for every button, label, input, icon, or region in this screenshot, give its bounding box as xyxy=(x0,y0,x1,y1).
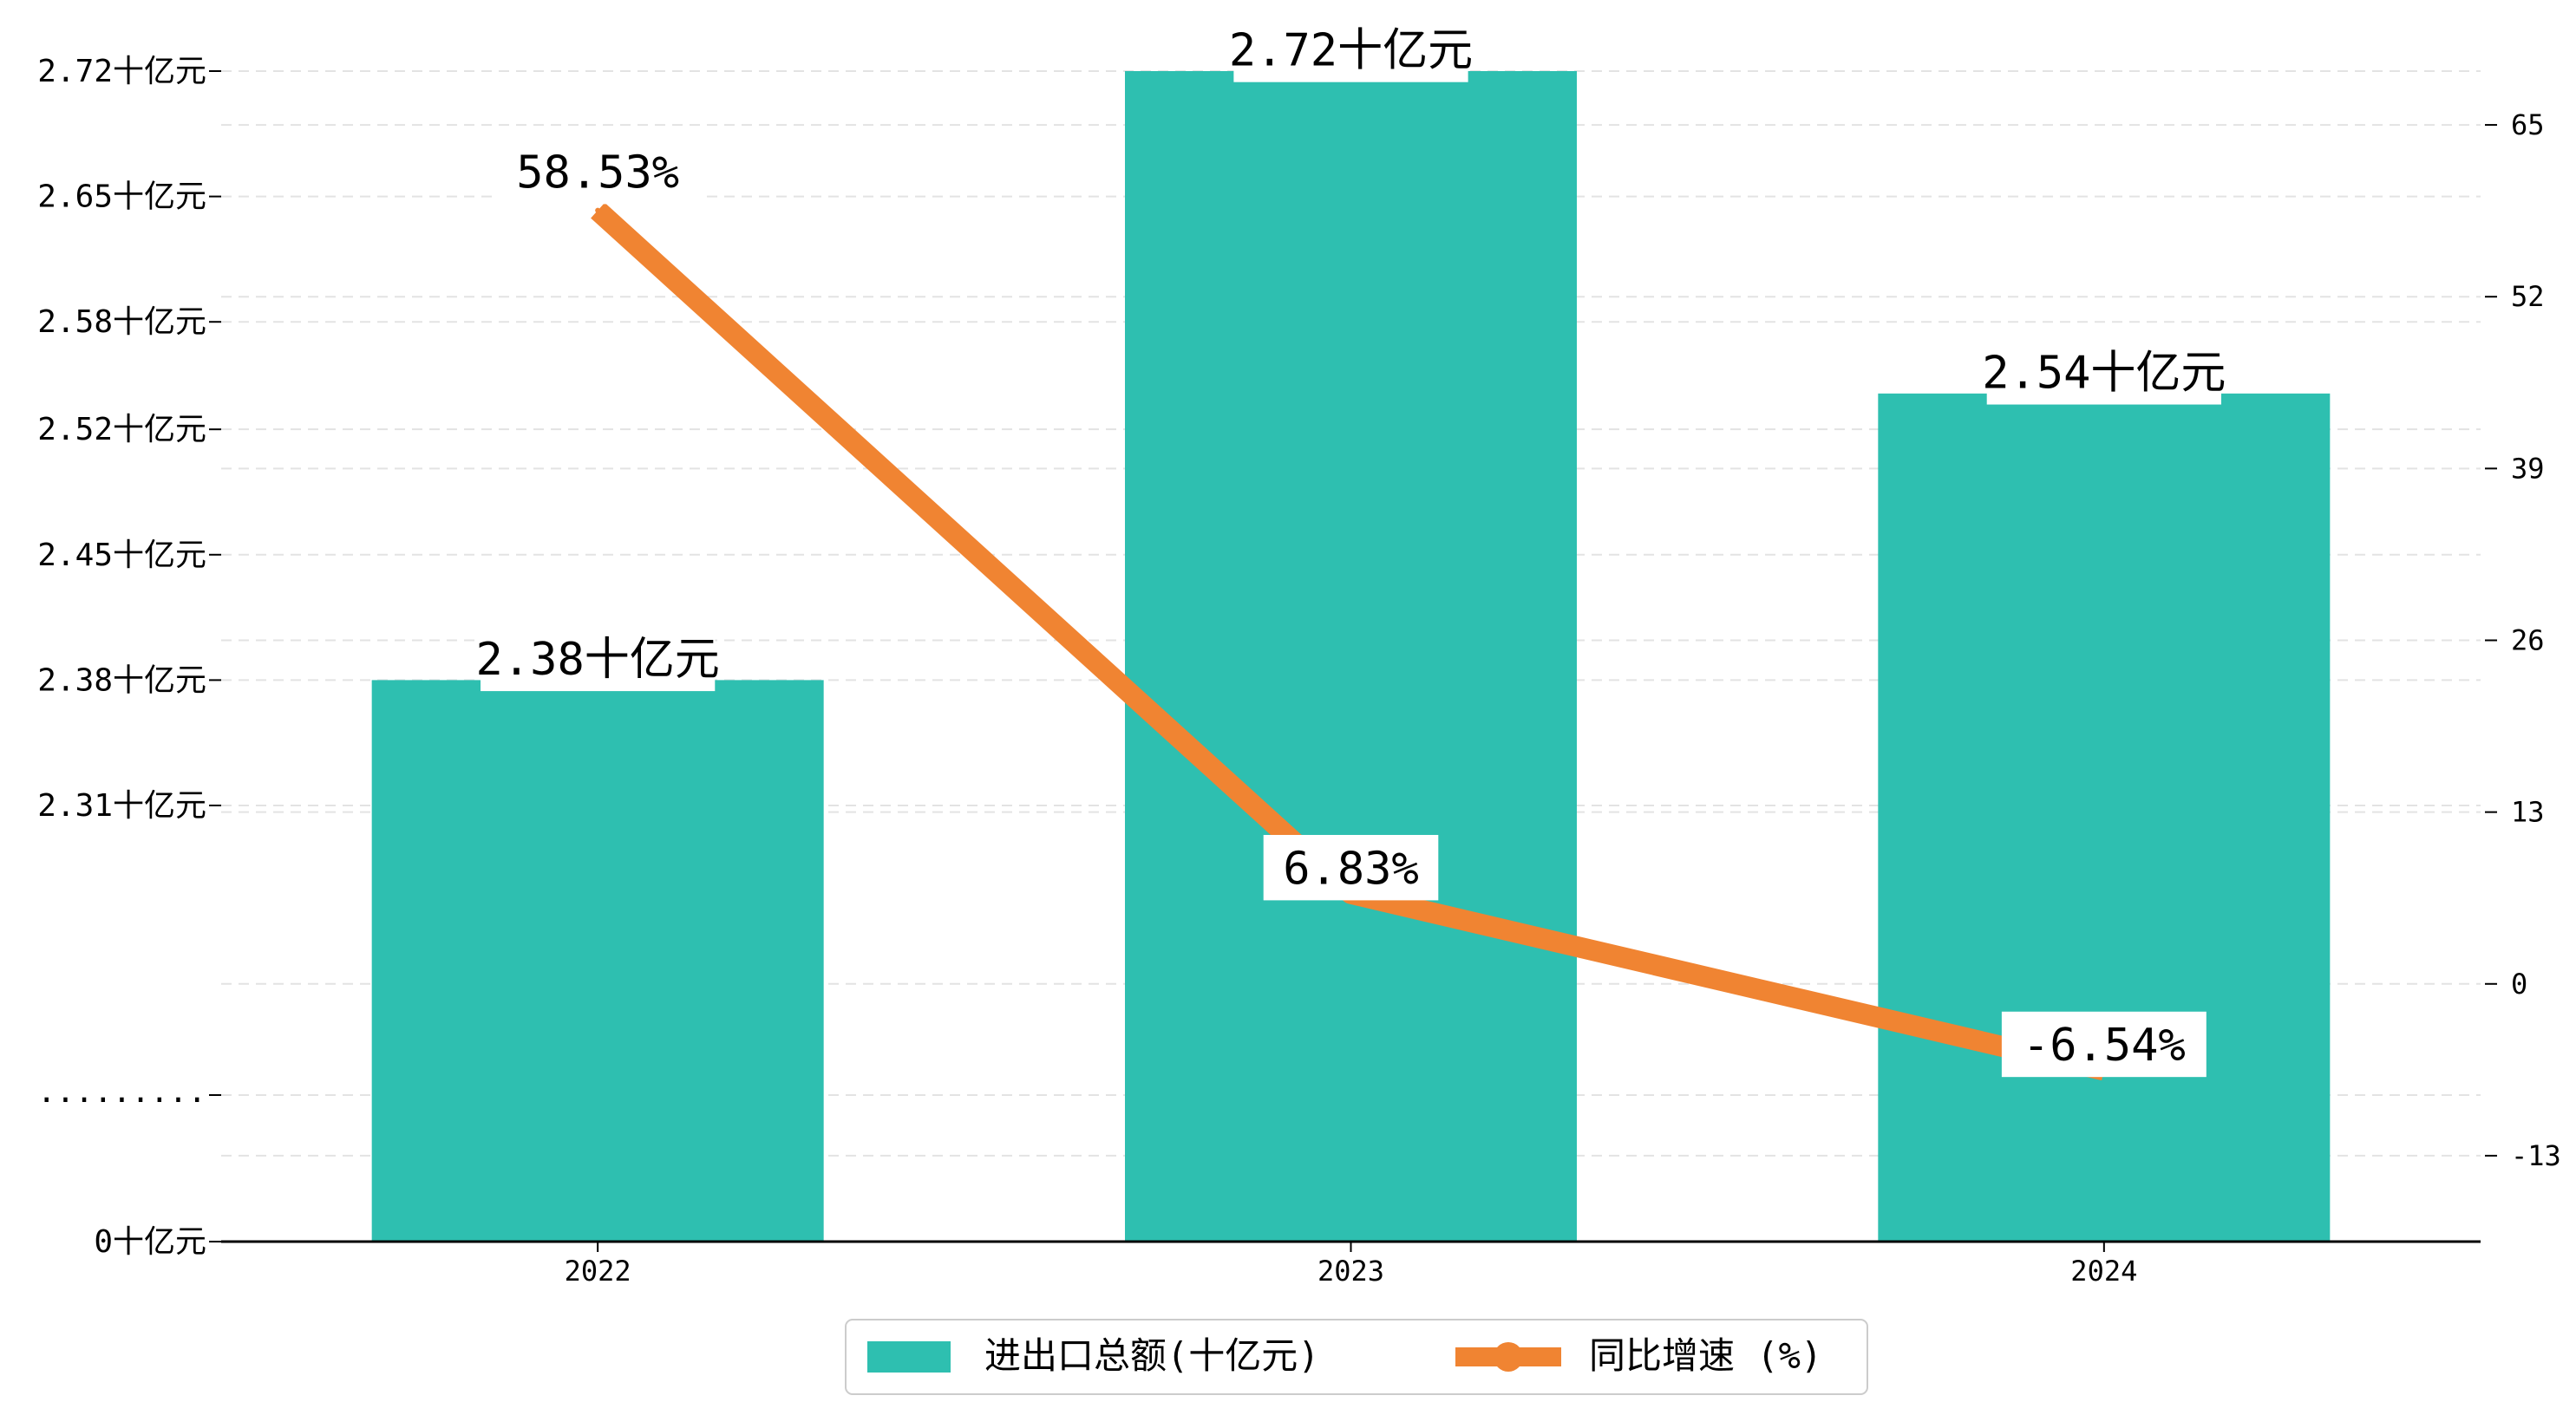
right-tick-label: 65 xyxy=(2511,108,2545,141)
bar-value-label-text: 2.72十亿元 xyxy=(1229,25,1473,77)
legend-line-marker xyxy=(1494,1342,1523,1372)
growth-value-label: 58.53% xyxy=(495,138,701,205)
x-tick-label: 2022 xyxy=(565,1255,631,1288)
bar-value-label: 2.54十亿元 xyxy=(1982,339,2226,405)
left-tick-label: 2.65十亿元 xyxy=(37,179,206,215)
legend-box xyxy=(845,1319,1868,1395)
growth-value-label: -6.54% xyxy=(2001,1011,2207,1078)
bar-value-label-text: 2.38十亿元 xyxy=(476,634,720,686)
legend-bar-label: 进出口总额(十亿元) xyxy=(984,1334,1320,1377)
left-tick-label: 2.52十亿元 xyxy=(37,412,206,447)
bar-2023 xyxy=(1125,71,1577,1242)
right-tick-label: 13 xyxy=(2511,796,2545,829)
bar-value-label: 2.38十亿元 xyxy=(476,625,720,692)
right-tick-label: 52 xyxy=(2511,280,2545,313)
bar-value-label-box xyxy=(1986,339,2221,405)
legend[interactable]: 进出口总额(十亿元) 同比增速 (%) xyxy=(845,1319,1868,1395)
growth-point-2022 xyxy=(595,207,601,213)
growth-value-label-box xyxy=(495,138,701,205)
left-tick-label: 2.45十亿元 xyxy=(37,538,206,573)
axes: 2022 2023 2024 0十亿元 2.31十亿元 2.38十亿元 2.45十亿元 2.5… xyxy=(37,54,2561,1288)
right-tick-label: 0 xyxy=(2511,968,2527,1001)
axis-break-label: ......... xyxy=(37,1074,206,1110)
x-tick-label: 2024 xyxy=(2070,1255,2137,1288)
growth-value-label-text: 58.53% xyxy=(516,147,679,199)
bar-value-label-text: 2.54十亿元 xyxy=(1982,348,2226,400)
legend-line-label: 同比增速 (%) xyxy=(1589,1334,1822,1377)
left-tick-label: 0十亿元 xyxy=(94,1224,206,1260)
left-tick-label: 2.31十亿元 xyxy=(37,788,206,824)
bars xyxy=(371,71,2331,1242)
growth-value-label: 6.83% xyxy=(1263,834,1439,901)
bar-value-label: 2.72十亿元 xyxy=(1229,16,1473,82)
x-tick-label: 2023 xyxy=(1317,1255,1384,1288)
growth-value-label-text: 6.83% xyxy=(1283,843,1419,895)
legend-bar-swatch xyxy=(867,1341,951,1373)
growth-value-label-box xyxy=(1263,834,1439,901)
growth-value-label-box xyxy=(2001,1011,2207,1078)
bar-2022 xyxy=(371,680,824,1242)
right-tick-label: -13 xyxy=(2511,1139,2561,1172)
right-tick-label: 26 xyxy=(2511,624,2545,657)
bar-value-label-box xyxy=(481,625,716,692)
left-tick-label: 2.72十亿元 xyxy=(37,54,206,89)
bar-2024 xyxy=(1878,393,2331,1242)
data-labels: 2.38十亿元 2.72十亿元 2.54十亿元 58.53% 6.83% -6.54% xyxy=(476,16,2226,1078)
bar-value-label-box xyxy=(1233,16,1468,82)
right-tick-label: 39 xyxy=(2511,452,2545,485)
left-tick-label: 2.58十亿元 xyxy=(37,304,206,340)
left-tick-label: 2.38十亿元 xyxy=(37,662,206,698)
growth-value-label-text: -6.54% xyxy=(2023,1020,2186,1072)
